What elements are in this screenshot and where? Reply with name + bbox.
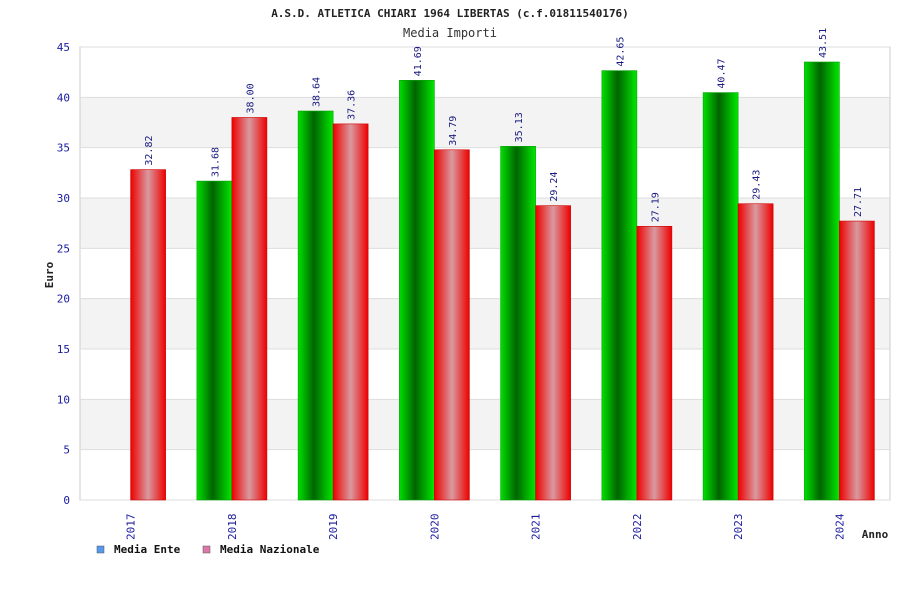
data-label: 32.82	[144, 136, 155, 166]
bar-media-nazionale	[535, 205, 571, 501]
y-tick-label: 10	[57, 393, 70, 406]
bar-media-nazionale	[231, 117, 268, 501]
bar-media-nazionale	[737, 203, 774, 501]
x-tick-label: 2023	[732, 514, 745, 541]
legend: Media Ente Media Nazionale	[96, 543, 320, 556]
y-tick-label: 45	[57, 41, 70, 54]
bar-media-ente	[500, 146, 536, 501]
y-tick-label: 35	[57, 142, 70, 155]
y-tick-label: 20	[57, 293, 70, 306]
data-label: 27.71	[853, 187, 864, 217]
y-axis-ticks: 0 5 10 15 20 25 30 35 40 45	[57, 41, 70, 507]
grid-band	[80, 47, 890, 98]
y-tick-label: 15	[57, 343, 70, 356]
x-tick-label: 2018	[226, 514, 239, 541]
bar-media-ente	[804, 61, 840, 501]
x-tick-label: 2017	[125, 514, 138, 541]
data-label: 38.64	[312, 77, 323, 107]
legend-swatch-media-ente	[96, 545, 105, 554]
y-tick-label: 5	[63, 444, 70, 457]
x-axis-title: Anno	[862, 528, 889, 541]
bar-media-nazionale	[434, 149, 470, 501]
x-tick-label: 2020	[428, 514, 441, 541]
data-label: 41.69	[413, 46, 424, 76]
chart-title: A.S.D. ATLETICA CHIARI 1964 LIBERTAS (c.…	[271, 7, 629, 20]
x-tick-label: 2022	[631, 514, 644, 541]
data-label: 38.00	[245, 83, 256, 113]
bar-media-nazionale	[332, 123, 369, 501]
chart-subtitle: Media Importi	[403, 26, 497, 40]
y-tick-label: 30	[57, 192, 70, 205]
x-axis-ticks: 2017 2018 2019 2020 2021 2022 2023 2024	[125, 513, 847, 540]
x-tick-label: 2024	[833, 513, 846, 540]
data-label: 29.24	[549, 172, 560, 202]
bar-media-ente	[399, 80, 435, 501]
bar-media-nazionale	[130, 169, 166, 501]
data-label: 40.47	[717, 58, 728, 88]
data-label: 31.68	[210, 147, 221, 177]
legend-swatch-media-nazionale	[202, 545, 211, 554]
y-tick-label: 25	[57, 242, 70, 255]
bar-media-ente	[196, 180, 233, 501]
legend-label-media-nazionale: Media Nazionale	[220, 543, 320, 556]
data-label: 34.79	[448, 116, 459, 146]
y-tick-label: 0	[63, 494, 70, 507]
data-label: 37.36	[347, 90, 358, 120]
data-label: 43.51	[818, 28, 829, 58]
bar-media-ente	[297, 110, 334, 501]
data-label: 42.65	[615, 37, 626, 67]
grid-band	[80, 97, 890, 148]
data-label: 27.19	[650, 192, 661, 222]
legend-label-media-ente: Media Ente	[114, 543, 181, 556]
bars	[130, 61, 875, 501]
y-tick-label: 40	[57, 91, 70, 104]
y-axis-title: Euro	[43, 261, 56, 288]
x-tick-label: 2021	[530, 514, 543, 541]
bar-media-nazionale	[839, 220, 875, 501]
data-labels: 32.82 31.68 38.00 38.64 37.36 41.69 34.79 35.13…	[144, 28, 864, 222]
data-label: 35.13	[514, 112, 525, 142]
bar-media-ente	[702, 92, 739, 501]
bar-media-ente	[601, 70, 638, 501]
bar-media-nazionale	[636, 225, 673, 501]
x-tick-label: 2019	[327, 514, 340, 541]
data-label: 29.43	[752, 170, 763, 200]
